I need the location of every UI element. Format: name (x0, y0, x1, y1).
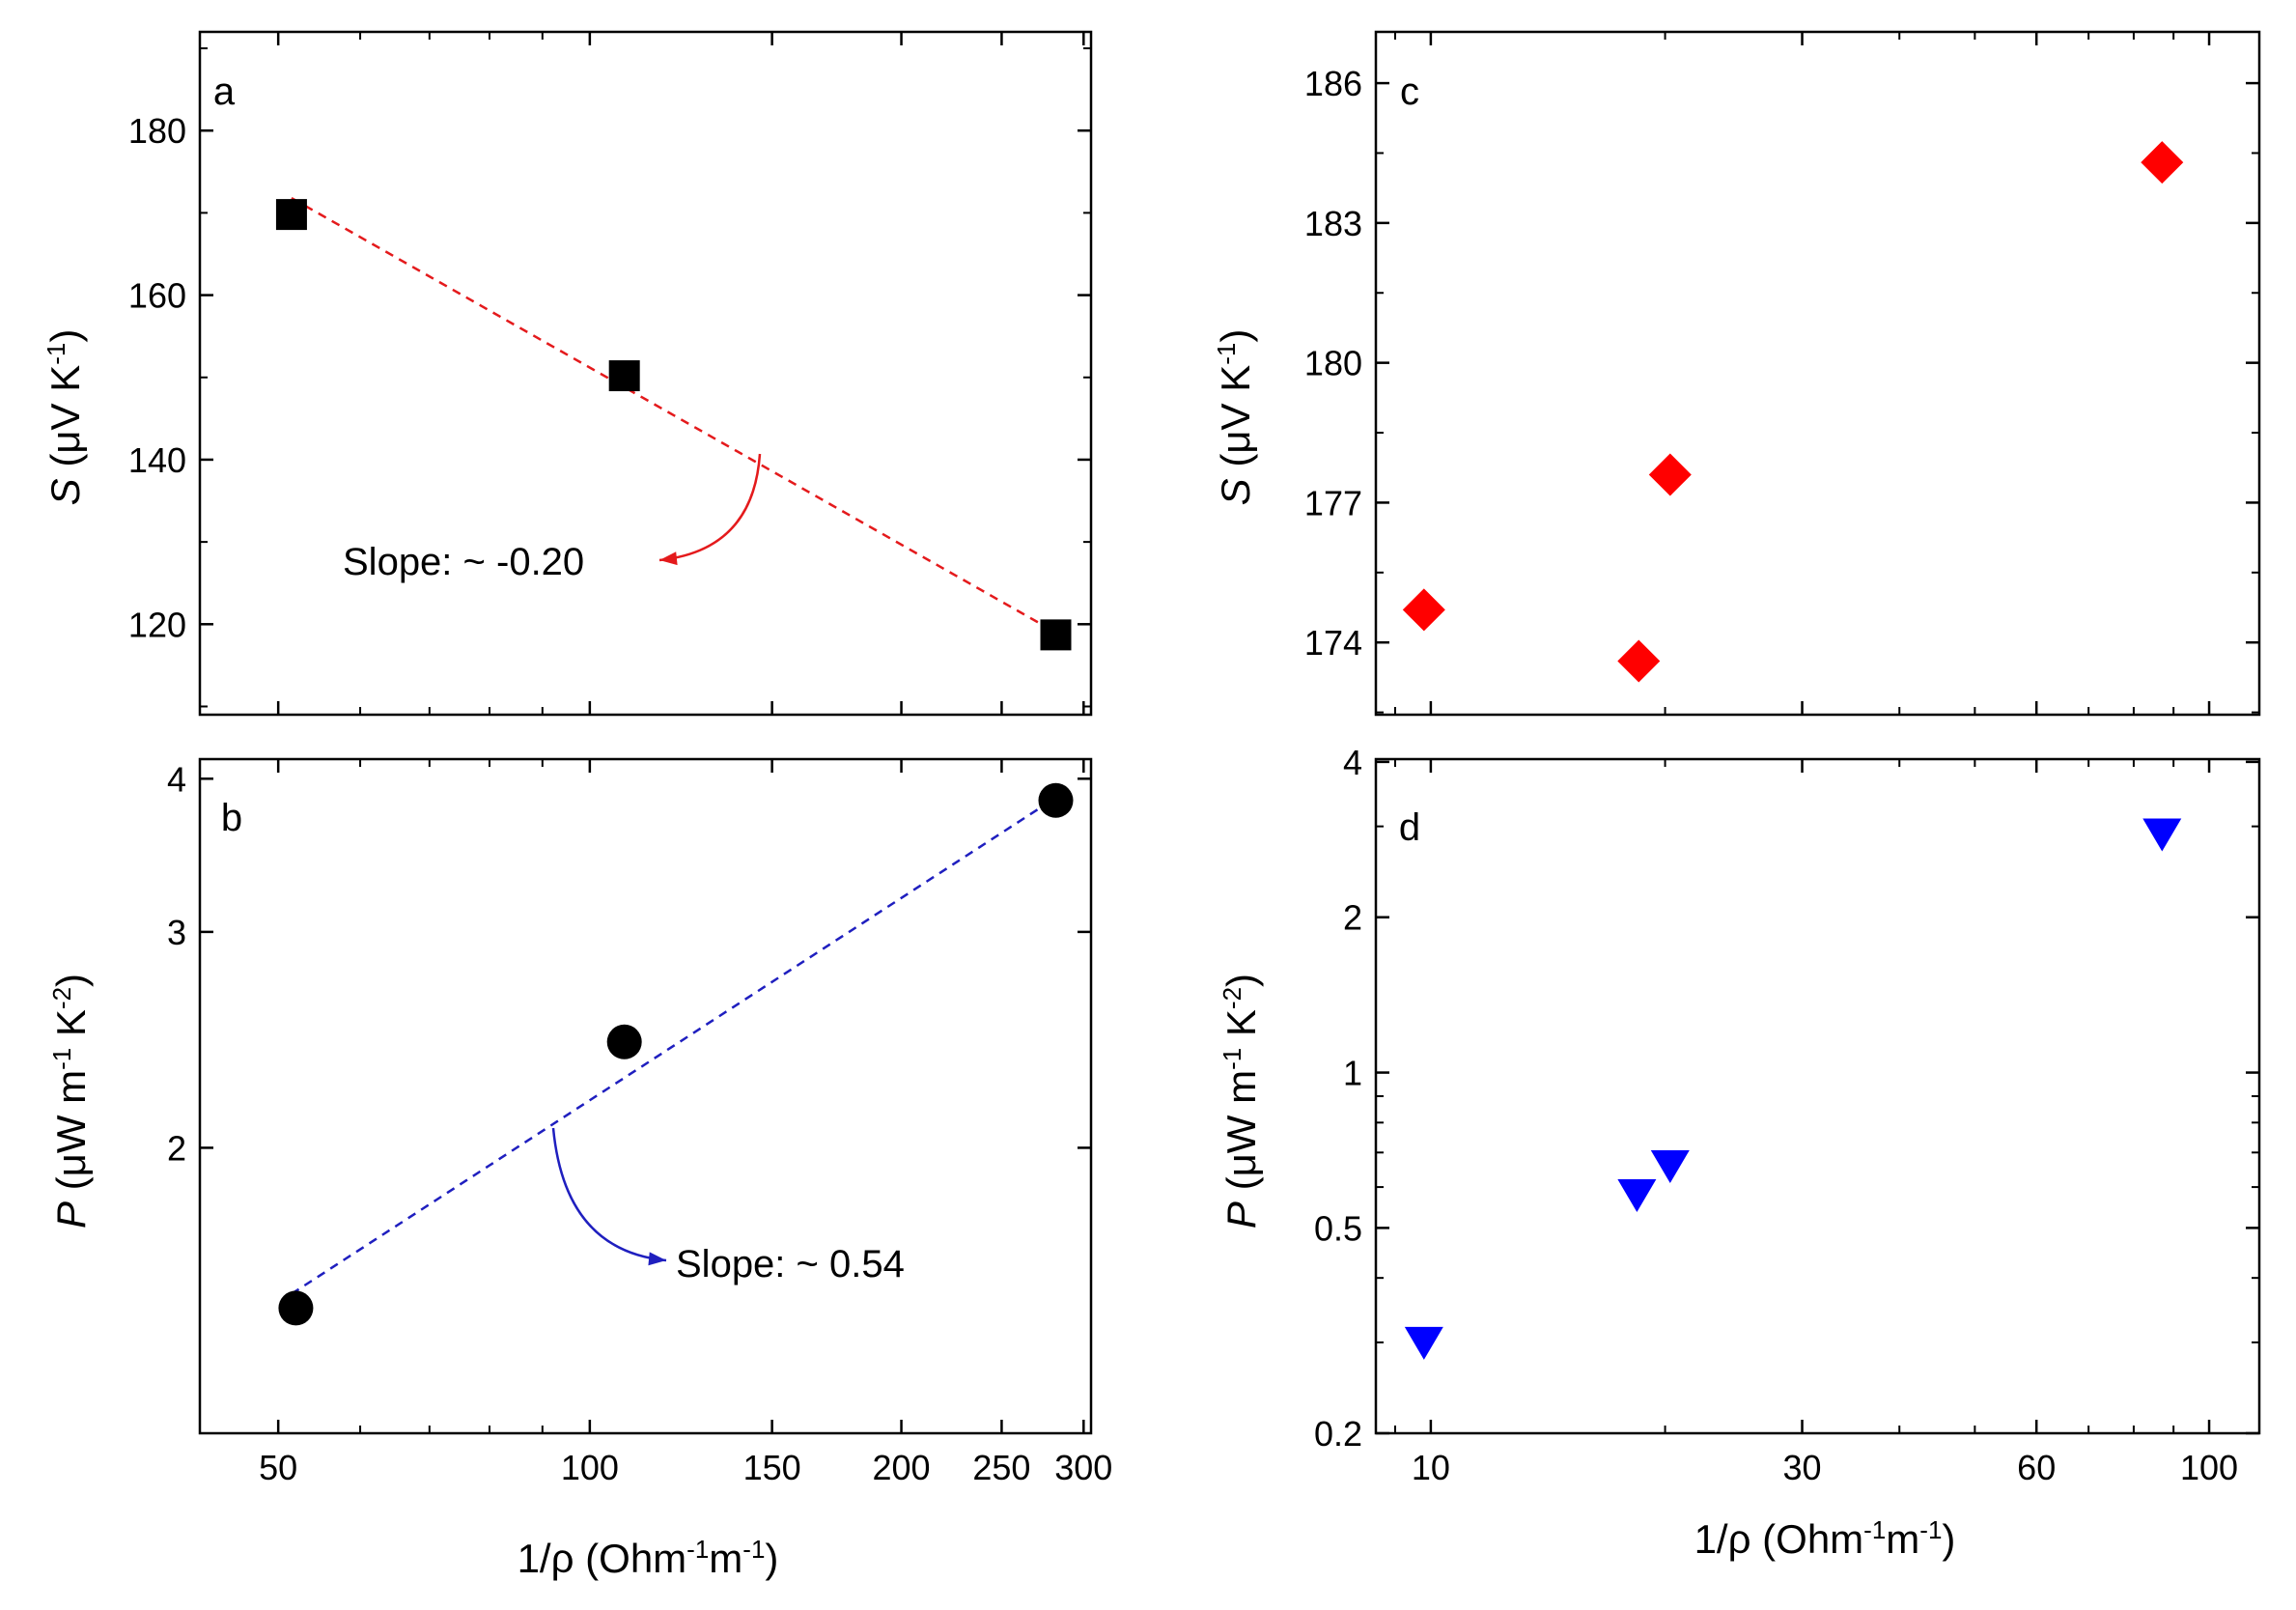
data-point (1404, 1326, 1443, 1360)
panel-d: 10 30 60 100 0.2 0.5 1 2 4d P (μW m-1 K-2) 1/ρ (Oh… (1218, 743, 2261, 1562)
y-tick-label: 0.2 (1314, 1414, 1362, 1454)
slope-annotation: Slope: ~ -0.20 (343, 541, 584, 583)
y-tick-label: 2 (167, 1128, 186, 1168)
x-tick-label: 10 (1412, 1448, 1450, 1487)
panel-label: d (1399, 806, 1420, 849)
plot-frame (1374, 30, 2261, 717)
x-tick-label: 30 (1783, 1448, 1822, 1487)
x-tick-label: 200 (873, 1448, 931, 1487)
y-axis-label: S (μV K-1) (42, 329, 88, 506)
y-tick-label: 2 (1343, 898, 1362, 938)
y-tick-label: 177 (1304, 483, 1362, 523)
x-axis-label: 1/ρ (Ohm-1m-1) (1694, 1515, 1956, 1562)
data-point (1038, 782, 1074, 818)
y-tick-label: 186 (1304, 64, 1362, 103)
data-point (1617, 639, 1661, 683)
y-tick-label: 4 (1343, 743, 1362, 782)
panel-label: b (221, 797, 242, 839)
y-axis-label: P (μW m-1 K-2) (1218, 974, 1264, 1229)
y-tick-label: 1 (1343, 1054, 1362, 1093)
y-tick-label: 140 (128, 440, 186, 480)
fit-line (291, 196, 1057, 634)
panel-label: c (1400, 71, 1419, 113)
y-axis-label: S (μV K-1) (1212, 329, 1258, 506)
y-tick-label: 160 (128, 276, 186, 316)
plot-frame (198, 757, 1093, 1435)
panel-b: 50 100 150 200 250 300 2 3 4b P (μW m-1 K-2) 1/ρ (… (47, 757, 1112, 1581)
y-axis-label: P (μW m-1 K-2) (47, 974, 94, 1229)
x-tick-label: 50 (259, 1448, 297, 1487)
plot-frame (1374, 757, 2261, 1435)
data-point (2141, 141, 2184, 184)
data-point (608, 360, 640, 392)
data-point (275, 199, 307, 231)
slope-arrow (658, 453, 762, 562)
fit-line (291, 796, 1057, 1295)
data-point (1617, 1178, 1657, 1212)
x-tick-label: 250 (972, 1448, 1030, 1487)
x-tick-label: 60 (2017, 1448, 2056, 1487)
data-point (1648, 453, 1692, 496)
y-tick-label: 180 (1304, 344, 1362, 383)
data-point (606, 1024, 642, 1059)
y-tick-label: 0.5 (1314, 1208, 1362, 1248)
y-tick-label: 4 (167, 759, 186, 799)
x-tick-label: 300 (1054, 1448, 1112, 1487)
data-point (278, 1290, 314, 1326)
x-tick-label: 100 (2180, 1448, 2238, 1487)
data-point (1040, 619, 1072, 651)
panel-a: 120 140 160 180 a S (μV K-1) Slope: ~ -0.20 (42, 30, 1093, 717)
data-point (1650, 1149, 1690, 1183)
data-point (2142, 818, 2182, 852)
y-tick-label: 174 (1304, 623, 1362, 663)
x-tick-label: 150 (743, 1448, 801, 1487)
y-tick-label: 180 (128, 111, 186, 151)
y-tick-label: 3 (167, 913, 186, 952)
slope-arrowhead (659, 551, 678, 566)
slope-annotation: Slope: ~ 0.54 (676, 1243, 905, 1285)
panel-c: 174 177 180 183 186 c S (μV K-1) (1212, 30, 2261, 717)
slope-arrowhead (648, 1252, 666, 1266)
x-axis-label: 1/ρ (Ohm-1m-1) (518, 1535, 779, 1581)
panel-label: a (213, 71, 236, 113)
y-tick-label: 183 (1304, 204, 1362, 243)
data-point (1402, 588, 1445, 632)
slope-arrow (551, 1127, 667, 1262)
plot-frame (198, 30, 1093, 717)
x-tick-label: 100 (561, 1448, 619, 1487)
y-tick-label: 120 (128, 605, 186, 644)
